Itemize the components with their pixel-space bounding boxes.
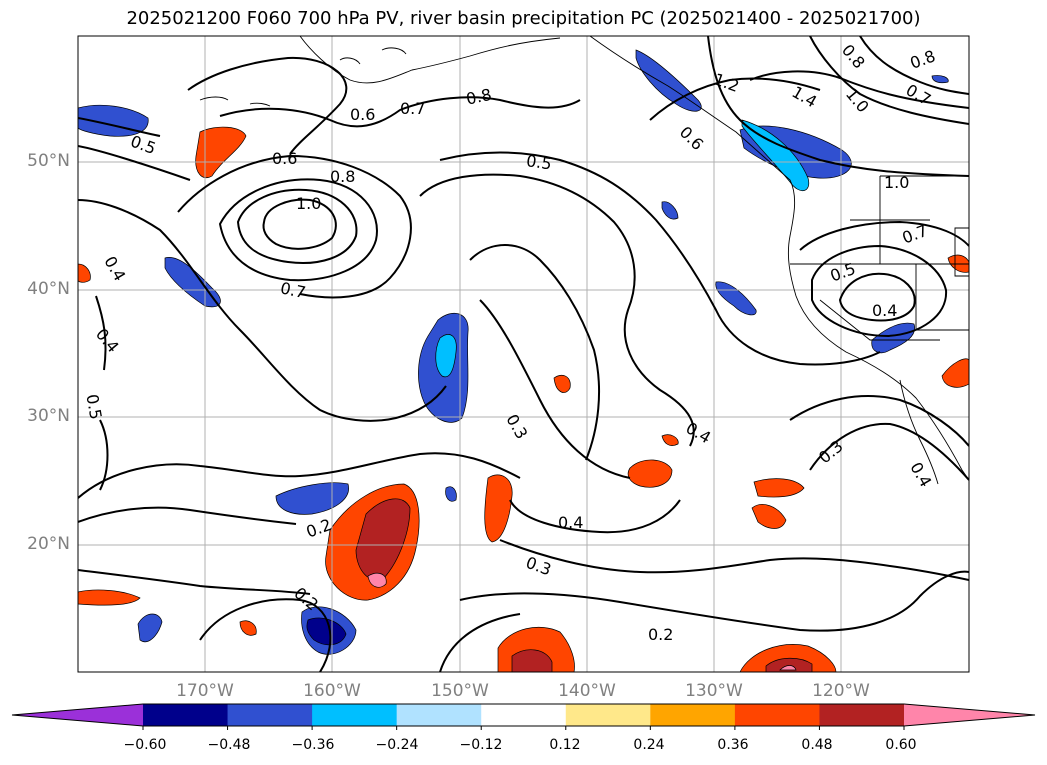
- colorbar-tick-label: −0.36: [291, 737, 335, 753]
- colorbar-extend-max: [904, 704, 1035, 726]
- lat-label: 20°N: [27, 534, 70, 554]
- colorbar-tick-label: −0.48: [207, 737, 251, 753]
- lon-label: 150°W: [431, 681, 489, 701]
- map-frame: [77, 35, 970, 673]
- lon-label: 120°W: [812, 681, 870, 701]
- contour-label: 0.4: [558, 513, 583, 532]
- contour-label: 0.7: [400, 99, 425, 118]
- lat-label: 30°N: [27, 406, 70, 426]
- colorbar-segment: [565, 704, 651, 726]
- colorbar-segment: [396, 704, 482, 726]
- colorbar-segment: [312, 704, 398, 726]
- figure-title: 2025021200 F060 700 hPa PV, river basin …: [126, 8, 921, 29]
- lat-label: 50°N: [27, 151, 70, 171]
- contour-label: 0.6: [350, 105, 375, 124]
- contour-label: 0.5: [525, 151, 553, 173]
- colorbar-tick-label: 0.60: [885, 737, 917, 753]
- lon-label: 160°W: [303, 681, 361, 701]
- contour-label: 0.8: [464, 85, 493, 109]
- lon-label: 170°W: [176, 681, 234, 701]
- colorbar-tick-label: −0.24: [375, 737, 419, 753]
- contour-label: 0.5: [82, 393, 105, 421]
- lon-label: 140°W: [558, 681, 616, 701]
- colorbar-extend-min: [12, 704, 143, 726]
- colorbar-segment: [143, 704, 229, 726]
- positive-precip-shading: [78, 126, 969, 672]
- contour-label: 0.4: [872, 301, 897, 320]
- graticule: [78, 36, 969, 672]
- pv-contours: [78, 36, 969, 672]
- colorbar-tick-label: 0.24: [633, 737, 665, 753]
- colorbar-tick-label: −0.60: [123, 737, 167, 753]
- contour-label: 0.2: [648, 625, 673, 644]
- contour-label: 0.8: [330, 167, 355, 186]
- contour-label: 1.0: [296, 194, 321, 213]
- colorbar-segment: [227, 704, 313, 726]
- contour-label: 0.6: [272, 149, 297, 168]
- colorbar-tick-label: 0.48: [801, 737, 833, 753]
- colorbar-tick-label: −0.12: [459, 737, 503, 753]
- colorbar-tick-label: 0.12: [549, 737, 581, 753]
- colorbar: [11, 703, 1036, 730]
- contour-label: 1.0: [884, 173, 909, 192]
- map-panel: 0.5 0.6 0.7 0.8 1.0 0.8 0.6 0.7 0.5 1.2 …: [78, 36, 969, 672]
- colorbar-segment: [819, 704, 905, 726]
- colorbar-segment: [650, 704, 736, 726]
- colorbar-tick-label: 0.36: [717, 737, 749, 753]
- contour-label: 0.7: [279, 278, 308, 302]
- lon-label: 130°W: [685, 681, 743, 701]
- lat-label: 40°N: [27, 279, 70, 299]
- colorbar-segment: [481, 704, 567, 726]
- colorbar-segment: [734, 704, 820, 726]
